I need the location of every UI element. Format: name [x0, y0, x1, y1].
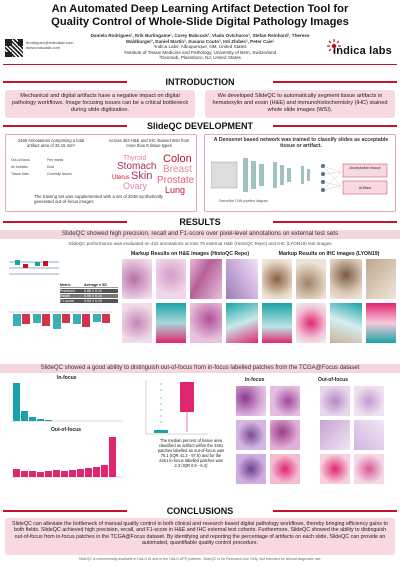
tissue-prostate: Prostate [157, 175, 195, 186]
section-introduction: INTRODUCTION [0, 76, 400, 88]
legend-tissue-folds: Tissue folds [11, 172, 29, 176]
affiliation-2: ²Institute of Tissue Medicine and Pathol… [123, 49, 277, 55]
indica-logo-icon [327, 39, 341, 53]
poster-title: An Automated Deep Learning Artifact Dete… [0, 3, 400, 29]
label-artifact: Artifact [358, 185, 372, 190]
dev-right-panel: A Densenet based network was trained to … [204, 134, 396, 212]
table-row-value: 0.84 ± 0.10 [84, 299, 102, 303]
annotations-text: 2469 Annotations comprising a total arti… [17, 138, 85, 148]
focus-boxplot [145, 380, 208, 435]
legend-pen-marks: Pen marks [47, 158, 64, 162]
ihc-title: Markup Results on IHC images (LYON19) [278, 251, 380, 257]
indica-logo: indica labs [332, 45, 392, 57]
in-focus-right-label: In-focus [245, 377, 265, 383]
focus-median-text: The median percent of tissue area classi… [157, 438, 225, 468]
intro-right: We developed SlideQC to automatically se… [205, 90, 395, 118]
hist-in-focus-label: In-focus [57, 375, 77, 381]
affiliation-3: ³Genmab, Plainsboro, NJ, United States [159, 55, 241, 61]
results-left-block [5, 250, 117, 358]
qr-code [4, 38, 24, 58]
table-header-average: Average ± SD [84, 283, 108, 287]
net-caption: DenseNet CNN pipeline diagram [219, 199, 268, 203]
contact-email[interactable]: drodrigues@indicalab.com [26, 40, 74, 45]
footer-note: SlideQC is commercially available in HAL… [78, 557, 322, 561]
tissue-stomach: Stomach [117, 161, 157, 172]
label-acceptable: Acceptable tissue [349, 165, 381, 170]
legend-air-bubbles: Air bubbles [11, 165, 28, 169]
intro-left: Mechanical and digital artifacts have a … [5, 90, 195, 118]
table-row-label: Precision [60, 289, 75, 293]
hist-out-focus-label: Out-of-focus [51, 427, 81, 433]
hist-out-focus [11, 437, 123, 478]
table-header-metric: Metric [60, 283, 71, 287]
focus-tiles [236, 386, 398, 488]
authors: Daniela Rodrigues¹, Erik Burlingame¹, Co… [90, 33, 310, 44]
tissue-word-cloud: Thyroid Colon Stomach Breast Uterus Skin… [111, 153, 196, 195]
section-conclusions: CONCLUSIONS [0, 505, 400, 517]
boxplot-figure [9, 260, 113, 329]
densenet-diagram: DenseNet CNN pipeline diagram [211, 158, 388, 203]
dev-left-panel: 2469 Annotations comprising a total arti… [5, 134, 197, 212]
legend-coverslip: Coverslip issues [47, 172, 72, 176]
legend-out-of-focus: Out-of-focus [11, 158, 30, 162]
table-row-label: Recall [60, 294, 70, 298]
tissue-thyroid: Thyroid [123, 155, 147, 162]
hist-in-focus [11, 383, 123, 422]
ihc-images [262, 259, 396, 359]
tissue-skin: Skin [131, 170, 153, 182]
table-row-value: 0.90 ± 0.10 [84, 294, 102, 298]
he-title: Markup Results on H&E images (HistoQC Re… [130, 251, 250, 257]
author-block: Daniela Rodrigues¹, Erik Burlingame¹, Co… [90, 33, 310, 61]
section-results: RESULTS [0, 216, 400, 228]
tissue-colon: Colon [163, 153, 192, 165]
legend-dust: Dust [47, 165, 54, 169]
contact-info: drodrigues@indicalab.com www.indicalab.c… [26, 40, 73, 50]
results-subtitle: SlideQC performance was evaluated on 432… [68, 241, 332, 246]
network-text: A Densenet based network was trained to … [213, 137, 389, 149]
metrics-table: Metric Average ± SD Precision 0.88 ± 0.1… [60, 283, 118, 303]
tissue-lung: Lung [165, 185, 186, 195]
he-images [122, 259, 258, 359]
synthetic-text: The training set was supplemented with a… [34, 194, 163, 204]
tissue-ovary: Ovary [123, 181, 148, 191]
tissue-breast: Breast [163, 164, 192, 175]
slides-text: Across 302 H&E and IHC stained WSI from … [108, 138, 190, 148]
artifact-legend: Out-of-focus Pen marks Air bubbles Dust Ti… [11, 157, 81, 178]
table-row-label: F1-score [60, 299, 75, 303]
out-focus-right-label: Out-of-focus [318, 377, 348, 383]
section-development: SlideQC DEVELOPMENT [0, 120, 400, 132]
title-line-2: Quality Control of Whole-Slide Digital P… [51, 16, 349, 28]
focus-banner: SlideQC showed a good ability to disting… [0, 364, 400, 373]
contact-website[interactable]: www.indicalab.com [26, 45, 61, 50]
affiliation-1: ¹Indica Labs, Albuquerque, NM, United St… [153, 44, 247, 50]
table-row-value: 0.88 ± 0.10 [84, 289, 102, 293]
title-line-1: An Automated Deep Learning Artifact Dete… [51, 3, 349, 15]
focus-histograms: In-focus Out-of-focus [5, 375, 125, 493]
results-summary: SlideQC showed high precision, recall an… [0, 230, 400, 239]
tissue-uterus: Uterus [112, 175, 130, 181]
conclusion-text: SlideQC can alleviate the bottleneck of … [5, 518, 395, 555]
header-divider [3, 64, 397, 65]
